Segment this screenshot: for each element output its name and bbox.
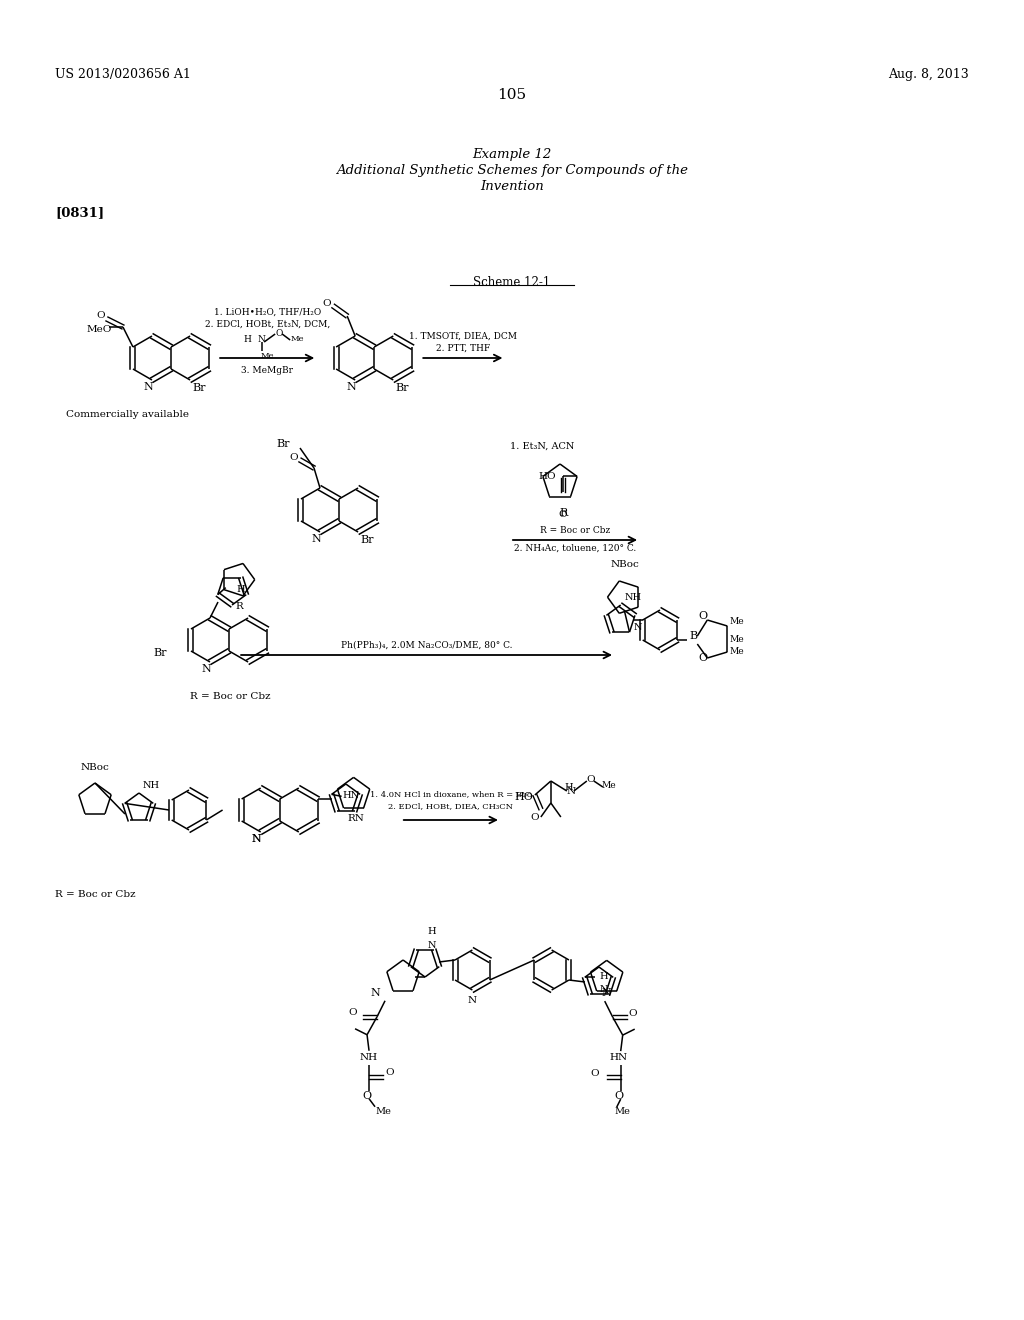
Text: Br: Br bbox=[276, 440, 290, 449]
Text: O: O bbox=[530, 813, 540, 822]
Text: N: N bbox=[567, 787, 575, 796]
Text: NH: NH bbox=[625, 593, 641, 602]
Text: Aug. 8, 2013: Aug. 8, 2013 bbox=[888, 69, 969, 81]
Text: H: H bbox=[599, 972, 608, 981]
Text: HN: HN bbox=[342, 791, 359, 800]
Text: R = Boc or Cbz: R = Boc or Cbz bbox=[540, 525, 610, 535]
Text: O: O bbox=[385, 1068, 393, 1077]
Text: N: N bbox=[143, 381, 153, 392]
Text: H: H bbox=[244, 335, 251, 345]
Text: 1. Et₃N, ACN: 1. Et₃N, ACN bbox=[510, 442, 574, 451]
Text: Ph(PPh₃)₄, 2.0M Na₂CO₃/DME, 80° C.: Ph(PPh₃)₄, 2.0M Na₂CO₃/DME, 80° C. bbox=[341, 642, 512, 649]
Text: N: N bbox=[428, 941, 436, 950]
Text: HN: HN bbox=[609, 1053, 628, 1063]
Text: O: O bbox=[629, 1008, 637, 1018]
Text: 2. EDCl, HOBt, DIEA, CH₃CN: 2. EDCl, HOBt, DIEA, CH₃CN bbox=[388, 803, 513, 810]
Text: O: O bbox=[587, 775, 596, 784]
Text: R: R bbox=[236, 602, 244, 611]
Text: O: O bbox=[698, 611, 708, 620]
Text: O: O bbox=[275, 330, 283, 338]
Text: NBoc: NBoc bbox=[610, 560, 639, 569]
Text: Br: Br bbox=[395, 383, 409, 393]
Text: 2. NH₄Ac, toluene, 120° C.: 2. NH₄Ac, toluene, 120° C. bbox=[514, 544, 636, 553]
Text: O: O bbox=[558, 510, 567, 519]
Text: R: R bbox=[560, 508, 568, 517]
Text: RN: RN bbox=[347, 814, 364, 824]
Text: N: N bbox=[311, 535, 321, 544]
Text: Me: Me bbox=[614, 1107, 631, 1117]
Text: [0831]: [0831] bbox=[55, 206, 104, 219]
Text: Me: Me bbox=[260, 352, 273, 360]
Text: N: N bbox=[370, 987, 380, 998]
Text: N: N bbox=[252, 834, 261, 843]
Text: H: H bbox=[565, 783, 573, 792]
Text: N: N bbox=[468, 997, 477, 1005]
Text: O: O bbox=[698, 653, 708, 663]
Text: 2. PTT, THF: 2. PTT, THF bbox=[435, 345, 489, 352]
Text: N: N bbox=[599, 985, 608, 994]
Text: 1. 4.0N HCl in dioxane, when R = Boc: 1. 4.0N HCl in dioxane, when R = Boc bbox=[370, 789, 531, 799]
Text: B: B bbox=[689, 631, 697, 642]
Text: Me: Me bbox=[729, 635, 744, 644]
Text: Additional Synthetic Schemes for Compounds of the: Additional Synthetic Schemes for Compoun… bbox=[336, 164, 688, 177]
Text: Br: Br bbox=[193, 383, 206, 393]
Text: US 2013/0203656 A1: US 2013/0203656 A1 bbox=[55, 69, 190, 81]
Text: NBoc: NBoc bbox=[81, 763, 110, 772]
Text: Commercially available: Commercially available bbox=[67, 411, 189, 418]
Text: Invention: Invention bbox=[480, 180, 544, 193]
Text: HO: HO bbox=[515, 792, 534, 803]
Text: Me: Me bbox=[602, 780, 616, 789]
Text: O: O bbox=[323, 298, 332, 308]
Text: 2. EDCl, HOBt, Et₃N, DCM,: 2. EDCl, HOBt, Et₃N, DCM, bbox=[205, 319, 330, 329]
Text: MeO: MeO bbox=[87, 325, 113, 334]
Text: N: N bbox=[602, 989, 611, 998]
Text: N: N bbox=[257, 335, 265, 345]
Text: Br: Br bbox=[154, 648, 167, 657]
Text: O: O bbox=[590, 1069, 599, 1077]
Text: N: N bbox=[201, 664, 211, 675]
Text: Me: Me bbox=[290, 335, 304, 343]
Text: 3. MeMgBr: 3. MeMgBr bbox=[242, 366, 293, 375]
Text: R = Boc or Cbz: R = Boc or Cbz bbox=[55, 890, 135, 899]
Text: Scheme 12-1: Scheme 12-1 bbox=[473, 276, 551, 289]
Text: O: O bbox=[290, 453, 298, 462]
Text: N: N bbox=[252, 834, 261, 843]
Text: O: O bbox=[349, 1008, 357, 1018]
Text: 105: 105 bbox=[498, 88, 526, 102]
Text: H: H bbox=[236, 585, 245, 594]
Text: O: O bbox=[362, 1090, 372, 1101]
Text: Br: Br bbox=[360, 535, 374, 545]
Text: O: O bbox=[96, 312, 105, 321]
Text: H: H bbox=[428, 928, 436, 936]
Text: 1. LiOH•H₂O, THF/H₂O: 1. LiOH•H₂O, THF/H₂O bbox=[214, 308, 321, 317]
Text: N: N bbox=[346, 381, 356, 392]
Text: NH: NH bbox=[142, 781, 160, 789]
Text: Me: Me bbox=[375, 1106, 391, 1115]
Text: O: O bbox=[614, 1092, 624, 1101]
Text: NH: NH bbox=[360, 1053, 378, 1061]
Text: R = Boc or Cbz: R = Boc or Cbz bbox=[190, 692, 270, 701]
Text: N: N bbox=[634, 623, 642, 632]
Text: HO: HO bbox=[539, 473, 556, 480]
Text: Me: Me bbox=[729, 648, 744, 656]
Text: 1. TMSOTf, DIEA, DCM: 1. TMSOTf, DIEA, DCM bbox=[409, 333, 517, 341]
Text: Example 12: Example 12 bbox=[472, 148, 552, 161]
Text: Me: Me bbox=[729, 618, 744, 627]
